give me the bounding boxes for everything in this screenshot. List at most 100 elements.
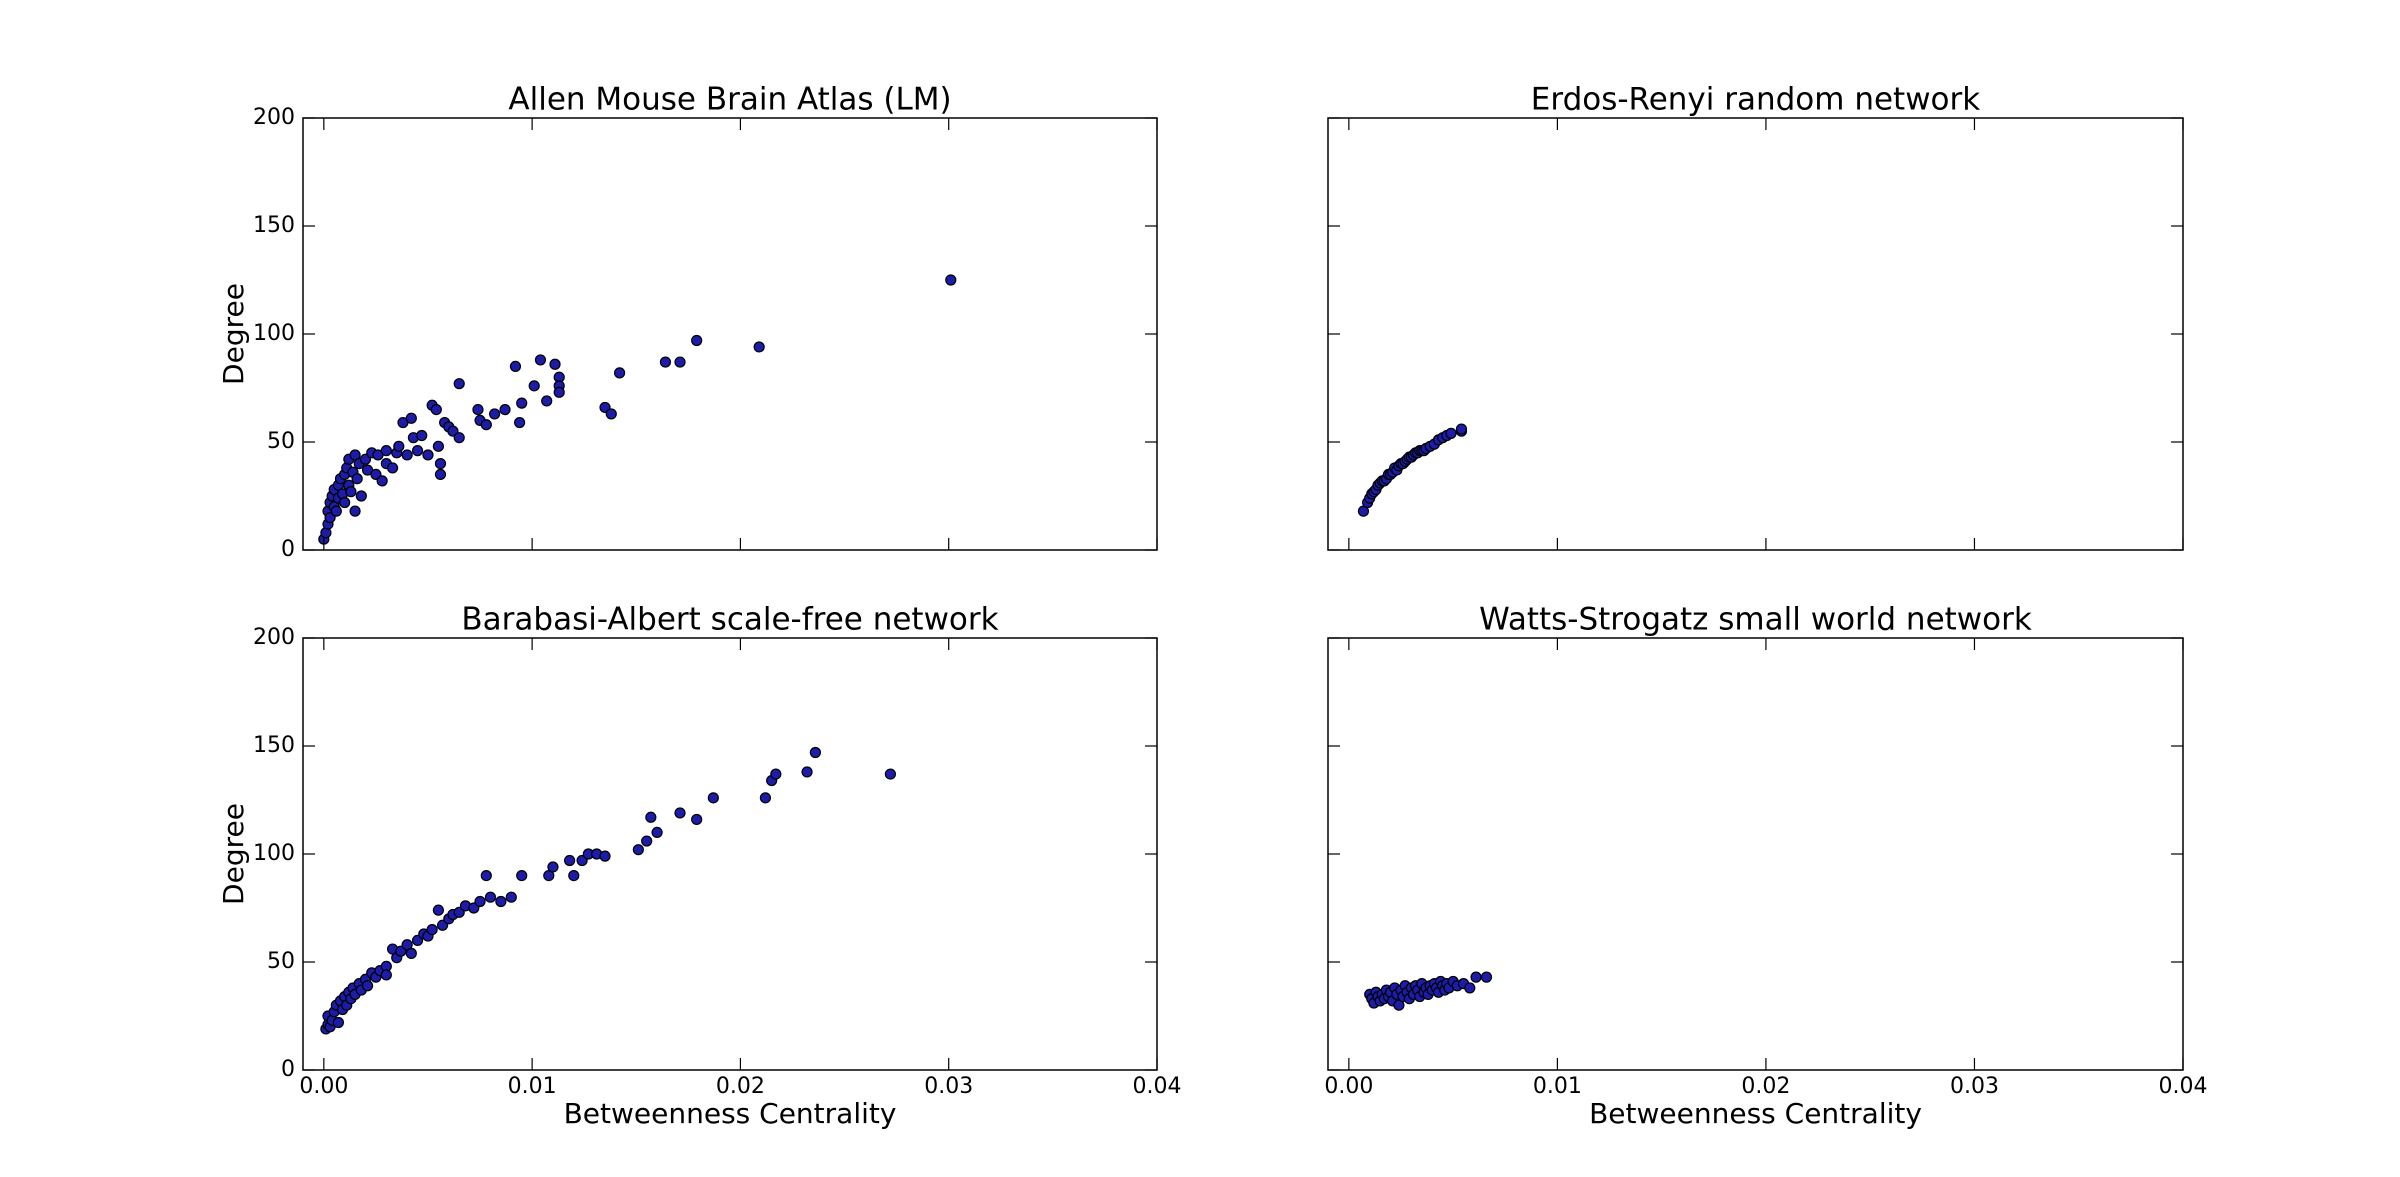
point (534, 354, 547, 366)
y-tick-label: 100 (253, 841, 295, 866)
point (349, 505, 361, 517)
x-tick-label: 0.03 (1950, 1074, 1999, 1099)
point (884, 768, 896, 780)
point (509, 360, 522, 372)
point (345, 486, 357, 498)
point (453, 432, 465, 444)
point (434, 468, 447, 480)
plot-frame (1327, 117, 2184, 551)
point (351, 473, 363, 485)
point (691, 813, 703, 826)
point (707, 792, 719, 804)
chart-title: Barabasi-Albert scale-free network (461, 602, 998, 638)
point (659, 356, 672, 368)
chart-title: Allen Mouse Brain Atlas (LM) (508, 82, 951, 118)
point (516, 869, 528, 882)
y-tick-label: 50 (267, 429, 295, 454)
plot-frame (302, 117, 1158, 551)
y-tick-label: 150 (253, 733, 295, 758)
point (453, 378, 465, 390)
point (809, 746, 822, 759)
point (361, 980, 374, 992)
x-tick-label: 0.02 (716, 1074, 765, 1099)
point (432, 904, 444, 916)
point (599, 850, 611, 862)
point (380, 445, 392, 457)
point (411, 445, 424, 457)
y-tick-label: 150 (253, 213, 295, 238)
chart-title: Erdos-Renyi random network (1531, 82, 1980, 118)
y-axis-label: Degree (217, 803, 250, 905)
point (505, 891, 517, 903)
point (691, 334, 703, 347)
point (753, 341, 765, 353)
point (541, 395, 553, 407)
x-tick-label: 0.00 (299, 1074, 348, 1099)
point (484, 891, 497, 903)
point (801, 766, 813, 778)
point (605, 408, 617, 420)
point (430, 404, 442, 416)
point (480, 869, 492, 882)
point (1455, 423, 1468, 435)
plot-frame (1327, 637, 2184, 1071)
point (1480, 971, 1493, 983)
point (401, 449, 413, 461)
x-tick-label: 0.02 (1741, 1074, 1790, 1099)
point (376, 475, 388, 487)
point (432, 440, 444, 452)
point (514, 416, 526, 429)
y-tick-label: 0 (281, 537, 295, 562)
point (674, 807, 686, 819)
point (434, 458, 447, 470)
point (499, 404, 511, 416)
point (332, 1016, 345, 1029)
x-tick-label: 0.00 (1324, 1074, 1373, 1099)
point (549, 358, 561, 370)
point (632, 844, 644, 856)
point (330, 505, 342, 517)
x-axis-label: Betweenness Centrality (1589, 1097, 1922, 1130)
point (355, 490, 367, 502)
point (1445, 427, 1457, 439)
point (472, 404, 484, 416)
point (553, 386, 565, 398)
point (405, 947, 417, 959)
point (547, 861, 559, 873)
y-axis-label: Degree (217, 283, 250, 385)
point (426, 923, 438, 936)
x-tick-label: 0.01 (1533, 1074, 1582, 1099)
point (480, 419, 492, 431)
point (386, 462, 399, 474)
point (380, 969, 392, 981)
y-tick-label: 200 (253, 105, 295, 130)
point (770, 768, 782, 780)
point (416, 429, 428, 442)
y-tick-label: 100 (253, 321, 295, 346)
point (1464, 982, 1476, 994)
point (405, 412, 417, 424)
point (1470, 971, 1482, 983)
y-tick-label: 200 (253, 625, 295, 650)
point (495, 895, 507, 908)
point (516, 397, 528, 409)
x-tick-label: 0.04 (1133, 1074, 1182, 1099)
point (568, 869, 580, 882)
point (614, 367, 626, 379)
x-tick-label: 0.03 (924, 1074, 973, 1099)
point (945, 274, 957, 286)
y-tick-label: 0 (281, 1057, 295, 1082)
point (759, 792, 772, 804)
point (651, 826, 663, 839)
point (528, 380, 540, 392)
point (393, 440, 405, 452)
point (339, 496, 351, 509)
point (674, 356, 686, 368)
point (489, 408, 501, 420)
point (474, 895, 486, 908)
point (645, 811, 657, 823)
point (564, 854, 576, 867)
x-tick-label: 0.01 (508, 1074, 557, 1099)
point (641, 835, 653, 847)
